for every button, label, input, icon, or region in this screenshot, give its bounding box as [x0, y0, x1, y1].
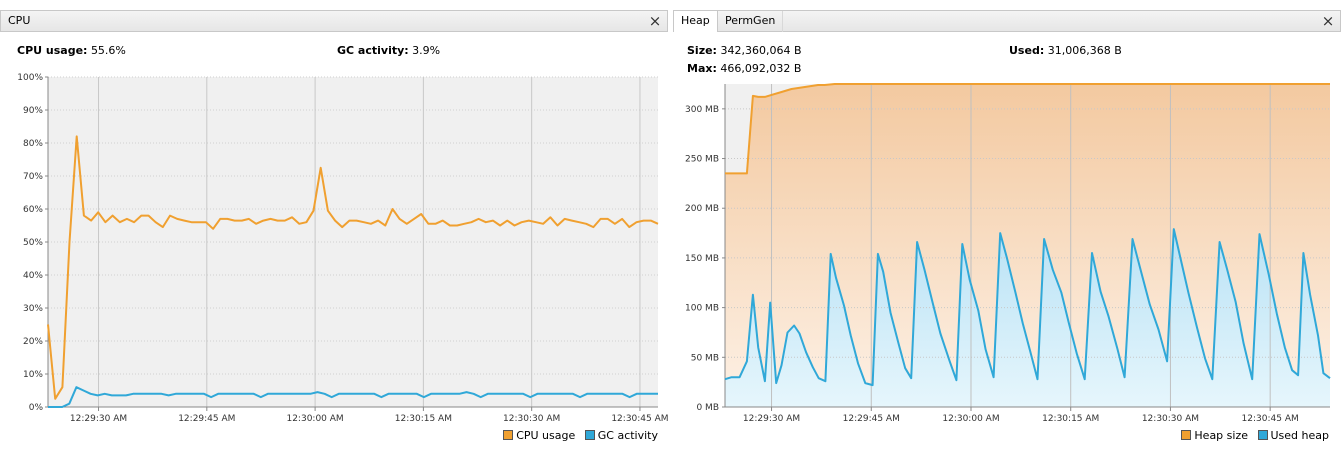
- cpu-y-tick-label: 80%: [23, 139, 43, 149]
- heap-x-tick-label: 12:30:00 AM: [942, 414, 999, 424]
- cpu-x-tick-label: 12:29:30 AM: [70, 414, 127, 424]
- cpu-x-tick-label: 12:30:45 AM: [611, 414, 668, 424]
- cpu-usage-line: [47, 135, 659, 400]
- heap-legend: Heap size Used heap: [1175, 429, 1329, 442]
- close-icon[interactable]: ×: [648, 12, 662, 30]
- cpu-usage-stat: CPU usage: 55.6%: [17, 44, 126, 57]
- cpu-usage-swatch: [503, 430, 514, 440]
- cpu-legend: CPU usage GC activity: [497, 429, 658, 442]
- gc-activity-value: 3.9%: [412, 44, 441, 57]
- heap-y-tick-label: 150 MB: [685, 254, 719, 264]
- heap-max-stat: Max: 466,092,032 B: [687, 62, 801, 75]
- cpu-chart: 0% 10% 20% 30% 40% 50% 60% 70% 80% 90% 100% 12:29:3…: [17, 73, 668, 424]
- cpu-y-tick-label: 0%: [29, 403, 44, 413]
- cpu-panel: CPU × CPU usage: 55.6% GC activity: 3.9%…: [0, 10, 669, 448]
- gc-legend-label: GC activity: [597, 429, 658, 442]
- cpu-x-tick-label: 12:30:00 AM: [286, 414, 343, 424]
- heap-x-tick-label: 12:29:30 AM: [743, 414, 800, 424]
- used-heap-line: [724, 228, 1331, 387]
- tab-heap[interactable]: Heap: [674, 11, 718, 32]
- cpu-x-tick-label: 12:29:45 AM: [178, 414, 235, 424]
- heap-y-tick-label: 200 MB: [685, 204, 719, 214]
- heap-size-stat: Size: 342,360,064 B: [687, 44, 802, 57]
- heap-y-tick-label: 100 MB: [685, 304, 719, 314]
- heap-x-tick-label: 12:29:45 AM: [843, 414, 900, 424]
- heap-y-tick-label: 0 MB: [696, 403, 719, 413]
- cpu-y-tick-label: 90%: [23, 106, 43, 116]
- gc-activity-stat: GC activity: 3.9%: [337, 44, 440, 57]
- cpu-plot-background: [48, 77, 658, 407]
- gc-activity-line: [48, 386, 658, 408]
- gc-activity-label: GC activity:: [337, 44, 409, 57]
- cpu-usage-label: CPU usage:: [17, 44, 88, 57]
- cpu-y-tick-label: 70%: [23, 172, 43, 182]
- heap-max-label: Max:: [687, 62, 717, 75]
- heap-y-tick-label: 300 MB: [685, 105, 719, 115]
- heap-size-value: 342,360,064 B: [720, 44, 802, 57]
- used-heap-swatch: [1257, 430, 1268, 440]
- cpu-tab-bar: CPU ×: [0, 10, 668, 32]
- heap-used-label: Used:: [1009, 44, 1045, 57]
- cpu-legend-label: CPU usage: [516, 429, 576, 442]
- heap-x-tick-label: 12:30:45 AM: [1242, 414, 1299, 424]
- used-heap-legend-label: Used heap: [1270, 429, 1330, 442]
- heap-panel: Heap PermGen × Size: 342,360,064 B Used:…: [673, 10, 1341, 448]
- used-heap-area: [725, 229, 1330, 407]
- heap-y-tick-label: 50 MB: [691, 353, 719, 363]
- cpu-y-tick-label: 100%: [17, 73, 43, 83]
- cpu-y-tick-label: 50%: [23, 238, 43, 248]
- heap-used-value: 31,006,368 B: [1047, 44, 1122, 57]
- gc-activity-swatch: [584, 430, 595, 440]
- heap-size-label: Size:: [687, 44, 717, 57]
- cpu-usage-value: 55.6%: [90, 44, 126, 57]
- heap-size-legend-label: Heap size: [1194, 429, 1248, 442]
- tab-cpu[interactable]: CPU: [8, 14, 31, 27]
- cpu-y-tick-label: 20%: [23, 337, 43, 347]
- cpu-y-tick-label: 10%: [23, 370, 43, 380]
- heap-y-tick-label: 250 MB: [685, 155, 719, 165]
- cpu-x-tick-label: 12:30:30 AM: [503, 414, 560, 424]
- heap-tab-bar: Heap PermGen ×: [673, 10, 1341, 32]
- tab-permgen[interactable]: PermGen: [718, 11, 784, 32]
- cpu-y-tick-label: 40%: [23, 271, 43, 281]
- heap-size-line: [725, 83, 1330, 175]
- close-icon[interactable]: ×: [1321, 12, 1335, 30]
- heap-chart: 0 MB 50 MB 100 MB 150 MB 200 MB 250 MB 300 MB 1…: [685, 83, 1331, 424]
- heap-x-tick-label: 12:30:15 AM: [1042, 414, 1099, 424]
- cpu-x-tick-label: 12:30:15 AM: [395, 414, 452, 424]
- heap-used-stat: Used: 31,006,368 B: [1009, 44, 1122, 57]
- heap-size-swatch: [1181, 430, 1192, 440]
- cpu-y-tick-label: 60%: [23, 205, 43, 215]
- heap-x-tick-label: 12:30:30 AM: [1142, 414, 1199, 424]
- cpu-y-tick-label: 30%: [23, 304, 43, 314]
- heap-max-value: 466,092,032 B: [720, 62, 802, 75]
